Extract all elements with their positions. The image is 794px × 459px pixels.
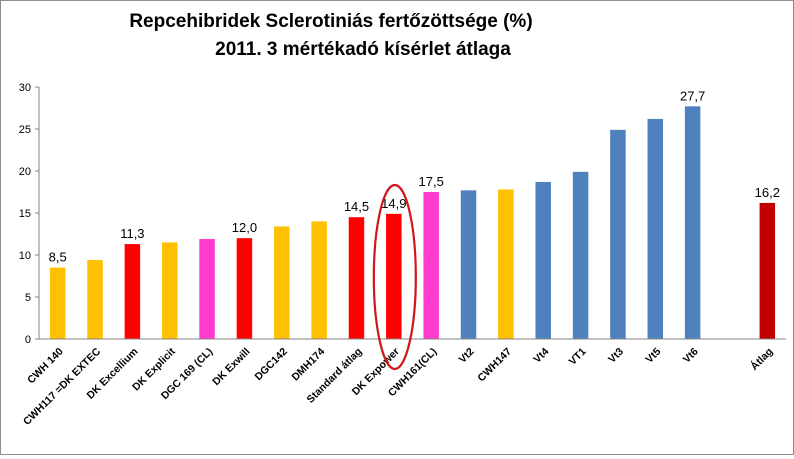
category-label: Vt6 [681,346,701,366]
category-label: Vt5 [643,346,663,366]
category-label: DK Exwill [210,346,252,388]
y-tick-label: 20 [19,166,31,178]
bars [49,106,776,339]
data-labels: 8,5 11,3 12,0 14,5 14,9 17,5 27,7 16,2 [49,88,780,264]
chart-title-line-1: Repcehibridek Sclerotiniás fertőzöttsége… [129,11,532,32]
bar [124,244,141,339]
data-label: 14,9 [381,196,406,211]
bar [386,213,402,339]
category-label: Vt3 [606,346,626,366]
y-axis: 0 5 10 15 20 25 30 [19,82,40,346]
bar [460,190,477,339]
category-label: Vt2 [457,346,477,366]
data-label: 16,2 [755,185,780,200]
y-tick-label: 30 [19,82,31,94]
y-tick-label: 10 [19,250,31,262]
bar [161,242,178,339]
bar [647,118,664,339]
y-tick-label: 5 [25,292,31,304]
category-label: Vt4 [531,346,551,366]
data-label: 27,7 [680,88,705,103]
y-tick-label: 15 [19,208,31,220]
category-label: CWH147 [475,346,514,385]
category-label: VT1 [567,346,589,368]
data-label: 12,0 [232,220,257,235]
bar [348,217,365,339]
bar [49,267,66,339]
y-tick-label: 0 [25,334,31,346]
highlight-ellipse [372,183,417,371]
bar [311,221,327,339]
bar [87,260,103,339]
y-tick-label: 25 [19,124,31,136]
bar [610,129,626,339]
category-label: Átlag [748,345,776,373]
bar [274,226,290,339]
bar [236,238,253,339]
data-label: 8,5 [49,250,67,265]
category-label: DGC142 [253,346,290,383]
bar [684,106,701,339]
bar [199,239,215,339]
highlight-marker [372,183,417,371]
data-label: 14,5 [344,199,369,214]
chart-title-line-2: 2011. 3 mértékadó kísérlet átlaga [215,39,511,60]
data-label: 11,3 [120,226,144,241]
bar [423,192,439,339]
bar [498,189,514,339]
bar [759,202,776,339]
bar [572,171,589,339]
data-label: 17,5 [419,174,444,189]
category-label: DMH174 [289,346,327,384]
bar [535,181,551,339]
